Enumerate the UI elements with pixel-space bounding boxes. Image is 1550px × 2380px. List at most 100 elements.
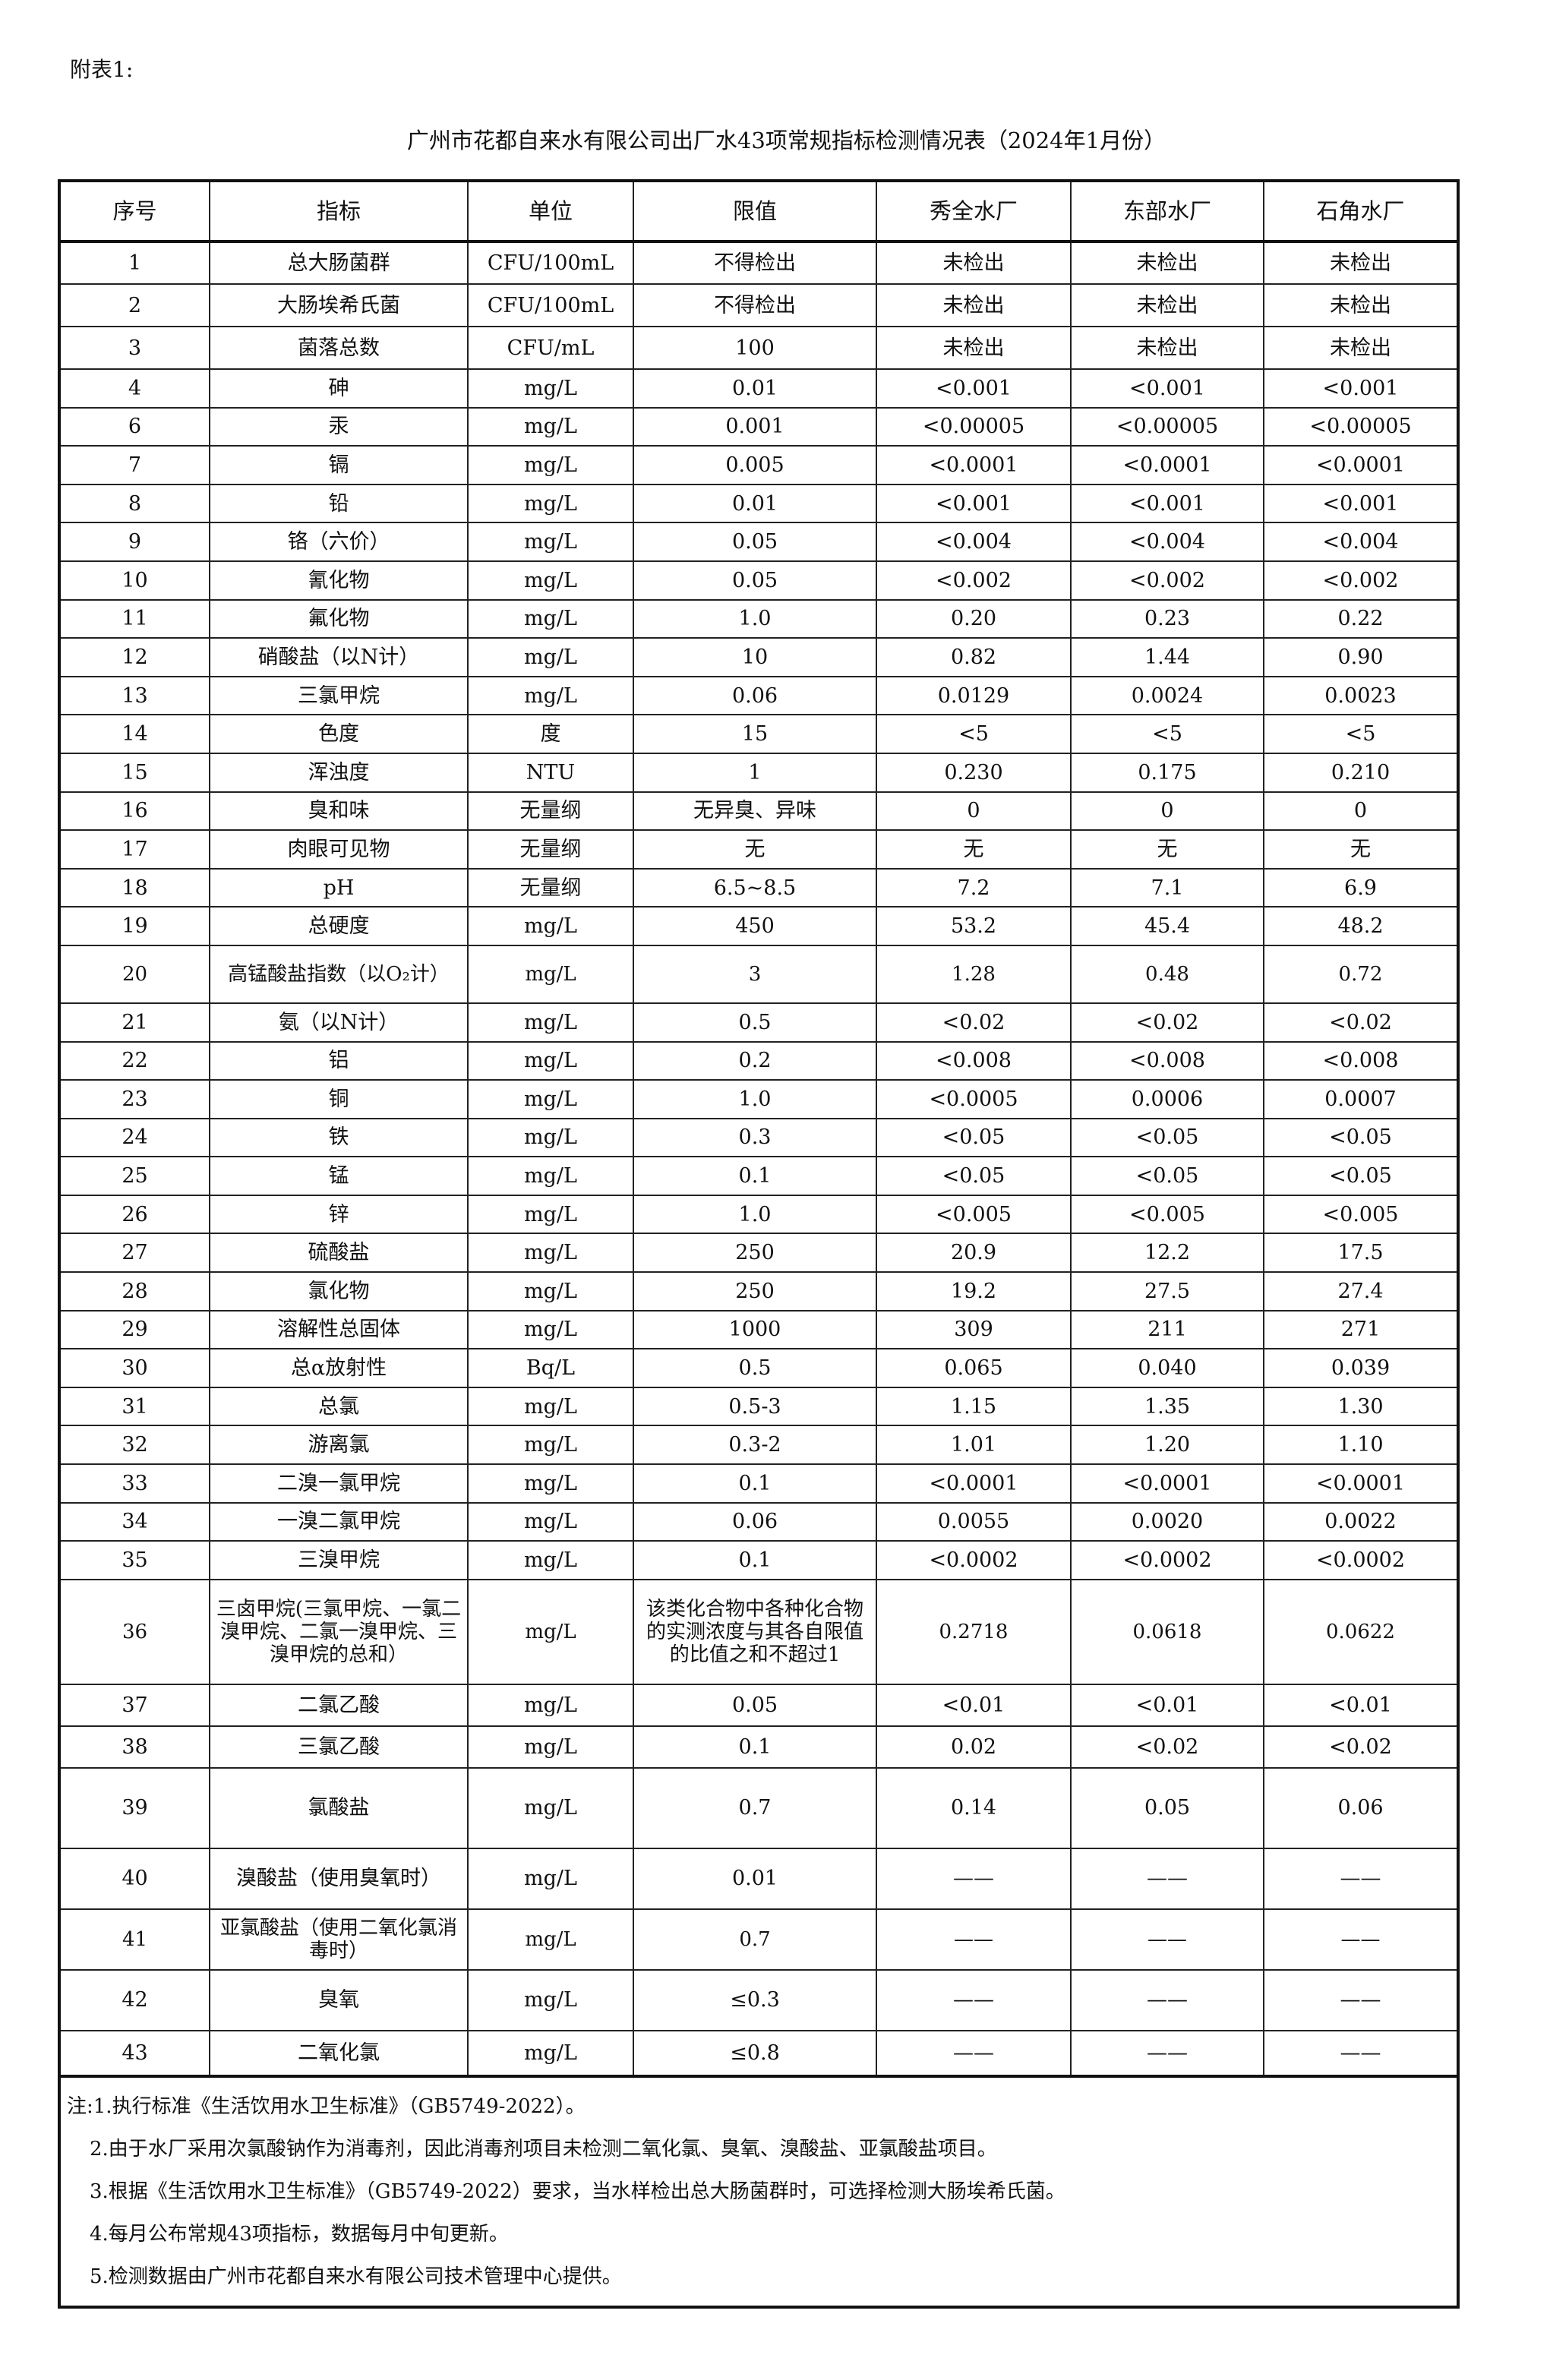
table-row: 9 铬（六价） mg/L 0.05 <0.004 <0.004 <0.004 bbox=[58, 522, 1459, 562]
cell-index: 12 bbox=[58, 637, 210, 677]
cell-dongbu: —— bbox=[1070, 1908, 1264, 1971]
cell-limit: 250 bbox=[633, 1271, 877, 1312]
cell-shijiao: 无 bbox=[1263, 829, 1459, 870]
cell-shijiao: <0.05 bbox=[1263, 1117, 1459, 1158]
cell-indicator: pH bbox=[209, 867, 469, 908]
cell-unit: mg/L bbox=[467, 1683, 634, 1727]
cell-limit: 0.7 bbox=[633, 1766, 877, 1849]
header-xiuquan-plant: 秀全水厂 bbox=[876, 180, 1072, 243]
cell-xiuquan: <0.00005 bbox=[876, 406, 1072, 447]
cell-dongbu: <0.008 bbox=[1070, 1040, 1264, 1081]
cell-unit: mg/L bbox=[467, 483, 634, 524]
cell-index: 41 bbox=[58, 1908, 210, 1971]
cell-dongbu: <0.0002 bbox=[1070, 1540, 1264, 1580]
cell-index: 31 bbox=[58, 1386, 210, 1427]
cell-shijiao: 0.210 bbox=[1263, 752, 1459, 793]
cell-indicator: 菌落总数 bbox=[209, 326, 469, 370]
cell-unit: 无量纲 bbox=[467, 867, 634, 908]
cell-indicator: 氟化物 bbox=[209, 598, 469, 639]
cell-indicator: 锰 bbox=[209, 1156, 469, 1196]
cell-index: 21 bbox=[58, 1002, 210, 1043]
cell-limit: 450 bbox=[633, 906, 877, 946]
cell-indicator: 二氧化氯 bbox=[209, 2029, 469, 2077]
table-row: 16 臭和味 无量纲 无异臭、异味 0 0 0 bbox=[58, 791, 1459, 832]
cell-indicator: 氨（以N计） bbox=[209, 1002, 469, 1043]
cell-xiuquan: —— bbox=[876, 2029, 1072, 2077]
table-row: 39 氯酸盐 mg/L 0.7 0.14 0.05 0.06 bbox=[58, 1766, 1459, 1849]
cell-limit: 0.05 bbox=[633, 560, 877, 601]
cell-limit: 不得检出 bbox=[633, 241, 877, 285]
cell-shijiao: 1.10 bbox=[1263, 1425, 1459, 1466]
header-limit: 限值 bbox=[633, 180, 877, 243]
cell-index: 14 bbox=[58, 714, 210, 754]
cell-limit: ≤0.8 bbox=[633, 2029, 877, 2077]
cell-xiuquan: —— bbox=[876, 1968, 1072, 2031]
cell-shijiao: 0.0007 bbox=[1263, 1079, 1459, 1119]
cell-limit: 0.7 bbox=[633, 1908, 877, 1971]
cell-index: 39 bbox=[58, 1766, 210, 1849]
cell-index: 3 bbox=[58, 326, 210, 370]
cell-index: 40 bbox=[58, 1847, 210, 1910]
cell-shijiao: 1.30 bbox=[1263, 1386, 1459, 1427]
cell-xiuquan: 0.82 bbox=[876, 637, 1072, 677]
cell-xiuquan: 1.01 bbox=[876, 1425, 1072, 1466]
cell-index: 2 bbox=[58, 283, 210, 327]
cell-unit: Bq/L bbox=[467, 1348, 634, 1388]
cell-dongbu: <0.00005 bbox=[1070, 406, 1264, 447]
cell-index: 1 bbox=[58, 241, 210, 285]
cell-indicator: 溶解性总固体 bbox=[209, 1309, 469, 1350]
header-dongbu-plant: 东部水厂 bbox=[1070, 180, 1264, 243]
cell-indicator: 高锰酸盐指数（以O₂计） bbox=[209, 944, 469, 1004]
cell-unit: mg/L bbox=[467, 368, 634, 409]
cell-limit: ≤0.3 bbox=[633, 1968, 877, 2031]
cell-index: 36 bbox=[58, 1578, 210, 1685]
cell-unit: 度 bbox=[467, 714, 634, 754]
cell-unit: CFU/mL bbox=[467, 326, 634, 370]
cell-indicator: 一溴二氯甲烷 bbox=[209, 1501, 469, 1542]
cell-limit: 该类化合物中各种化合物的实测浓度与其各自限值的比值之和不超过1 bbox=[633, 1578, 877, 1685]
cell-indicator: 铝 bbox=[209, 1040, 469, 1081]
cell-index: 11 bbox=[58, 598, 210, 639]
cell-dongbu: <0.02 bbox=[1070, 1725, 1264, 1769]
cell-dongbu: 1.20 bbox=[1070, 1425, 1264, 1466]
cell-limit: 10 bbox=[633, 637, 877, 677]
cell-dongbu: 0.23 bbox=[1070, 598, 1264, 639]
cell-dongbu: 1.35 bbox=[1070, 1386, 1264, 1427]
cell-dongbu: <0.001 bbox=[1070, 368, 1264, 409]
cell-shijiao: 未检出 bbox=[1263, 283, 1459, 327]
cell-xiuquan: 未检出 bbox=[876, 241, 1072, 285]
cell-index: 6 bbox=[58, 406, 210, 447]
cell-indicator: 游离氯 bbox=[209, 1425, 469, 1466]
cell-index: 8 bbox=[58, 483, 210, 524]
cell-xiuquan: <0.001 bbox=[876, 368, 1072, 409]
water-quality-table: 序号 指标 单位 限值 秀全水厂 东部水厂 石角水厂 1 总大肠菌群 CFU/100… bbox=[58, 179, 1460, 2309]
cell-limit: 0.05 bbox=[633, 522, 877, 562]
table-row: 13 三氯甲烷 mg/L 0.06 0.0129 0.0024 0.0023 bbox=[58, 675, 1459, 716]
cell-limit: 0.005 bbox=[633, 445, 877, 485]
cell-limit: 0.1 bbox=[633, 1725, 877, 1769]
cell-shijiao: 0 bbox=[1263, 791, 1459, 832]
cell-limit: 0.5 bbox=[633, 1348, 877, 1388]
cell-dongbu: <0.002 bbox=[1070, 560, 1264, 601]
cell-shijiao: —— bbox=[1263, 1908, 1459, 1971]
cell-limit: 0.1 bbox=[633, 1156, 877, 1196]
cell-indicator: 铅 bbox=[209, 483, 469, 524]
cell-limit: 0.1 bbox=[633, 1540, 877, 1580]
cell-unit: mg/L bbox=[467, 1002, 634, 1043]
cell-unit: mg/L bbox=[467, 1309, 634, 1350]
cell-indicator: 氰化物 bbox=[209, 560, 469, 601]
cell-xiuquan: <0.0001 bbox=[876, 1463, 1072, 1504]
cell-shijiao: <0.0001 bbox=[1263, 1463, 1459, 1504]
cell-shijiao: —— bbox=[1263, 1847, 1459, 1910]
cell-indicator: 氯化物 bbox=[209, 1271, 469, 1312]
cell-xiuquan: 0 bbox=[876, 791, 1072, 832]
cell-indicator: 肉眼可见物 bbox=[209, 829, 469, 870]
cell-limit: 0.3 bbox=[633, 1117, 877, 1158]
cell-unit: mg/L bbox=[467, 1386, 634, 1427]
cell-limit: 0.01 bbox=[633, 483, 877, 524]
table-row: 40 溴酸盐（使用臭氧时） mg/L 0.01 —— —— —— bbox=[58, 1847, 1459, 1910]
cell-shijiao: 27.4 bbox=[1263, 1271, 1459, 1312]
cell-index: 34 bbox=[58, 1501, 210, 1542]
cell-unit: mg/L bbox=[467, 1425, 634, 1466]
cell-unit: mg/L bbox=[467, 1847, 634, 1910]
